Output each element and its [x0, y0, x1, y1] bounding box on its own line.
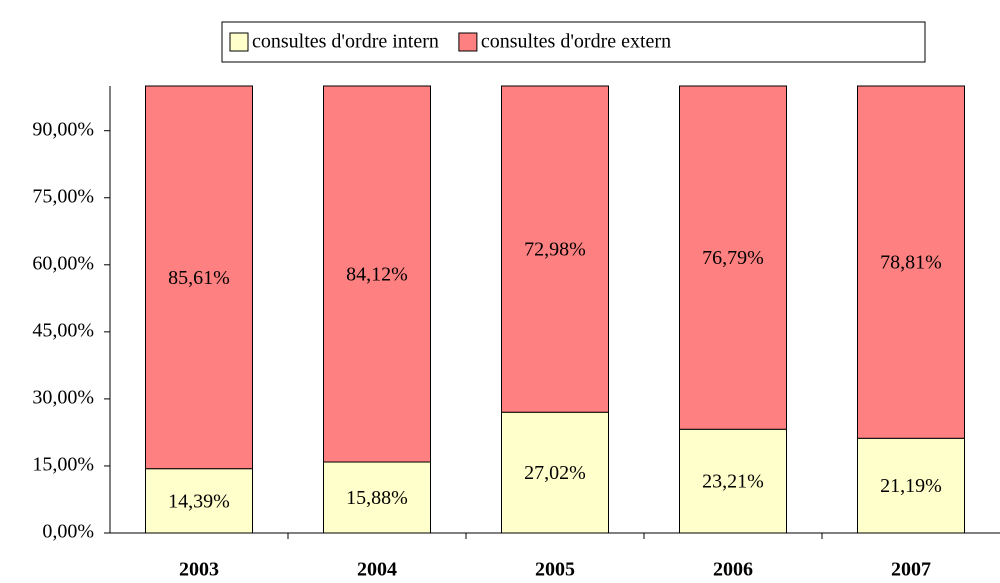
data-label: 76,79%: [702, 247, 764, 269]
legend-swatch: [229, 32, 249, 52]
bar-segment: [323, 85, 431, 463]
bar-segment: [145, 85, 253, 470]
data-label: 84,12%: [346, 264, 408, 286]
y-tick-label: 60,00%: [32, 252, 94, 274]
data-label: 14,39%: [168, 490, 230, 512]
data-label: 27,02%: [524, 462, 586, 484]
x-tick-label: 2004: [357, 559, 397, 581]
y-tick-label: 75,00%: [32, 185, 94, 207]
bar-segment: [679, 428, 787, 534]
y-tick-label: 45,00%: [32, 319, 94, 341]
y-tick-label: 0,00%: [42, 521, 94, 543]
bar-segment: [501, 85, 609, 413]
legend-swatch: [458, 32, 478, 52]
x-tick-label: 2003: [179, 559, 219, 581]
data-label: 21,19%: [880, 475, 942, 497]
bar-segment: [857, 85, 965, 439]
data-label: 78,81%: [880, 252, 942, 274]
legend-label: consultes d'ordre intern: [252, 31, 439, 53]
data-label: 85,61%: [168, 267, 230, 289]
data-label: 72,98%: [524, 239, 586, 261]
legend-box: [221, 21, 926, 63]
legend-label: consultes d'ordre extern: [481, 31, 671, 53]
y-tick-label: 90,00%: [32, 118, 94, 140]
y-tick-label: 30,00%: [32, 386, 94, 408]
x-tick-label: 2005: [535, 559, 575, 581]
bar-segment: [857, 437, 965, 534]
bar-segment: [145, 468, 253, 534]
data-label: 23,21%: [702, 471, 764, 493]
y-tick-label: 15,00%: [32, 454, 94, 476]
x-tick-label: 2007: [891, 559, 931, 581]
x-tick-label: 2006: [713, 559, 753, 581]
bar-segment: [323, 461, 431, 534]
bar-segment: [501, 411, 609, 534]
data-label: 15,88%: [346, 487, 408, 509]
bar-segment: [679, 85, 787, 430]
